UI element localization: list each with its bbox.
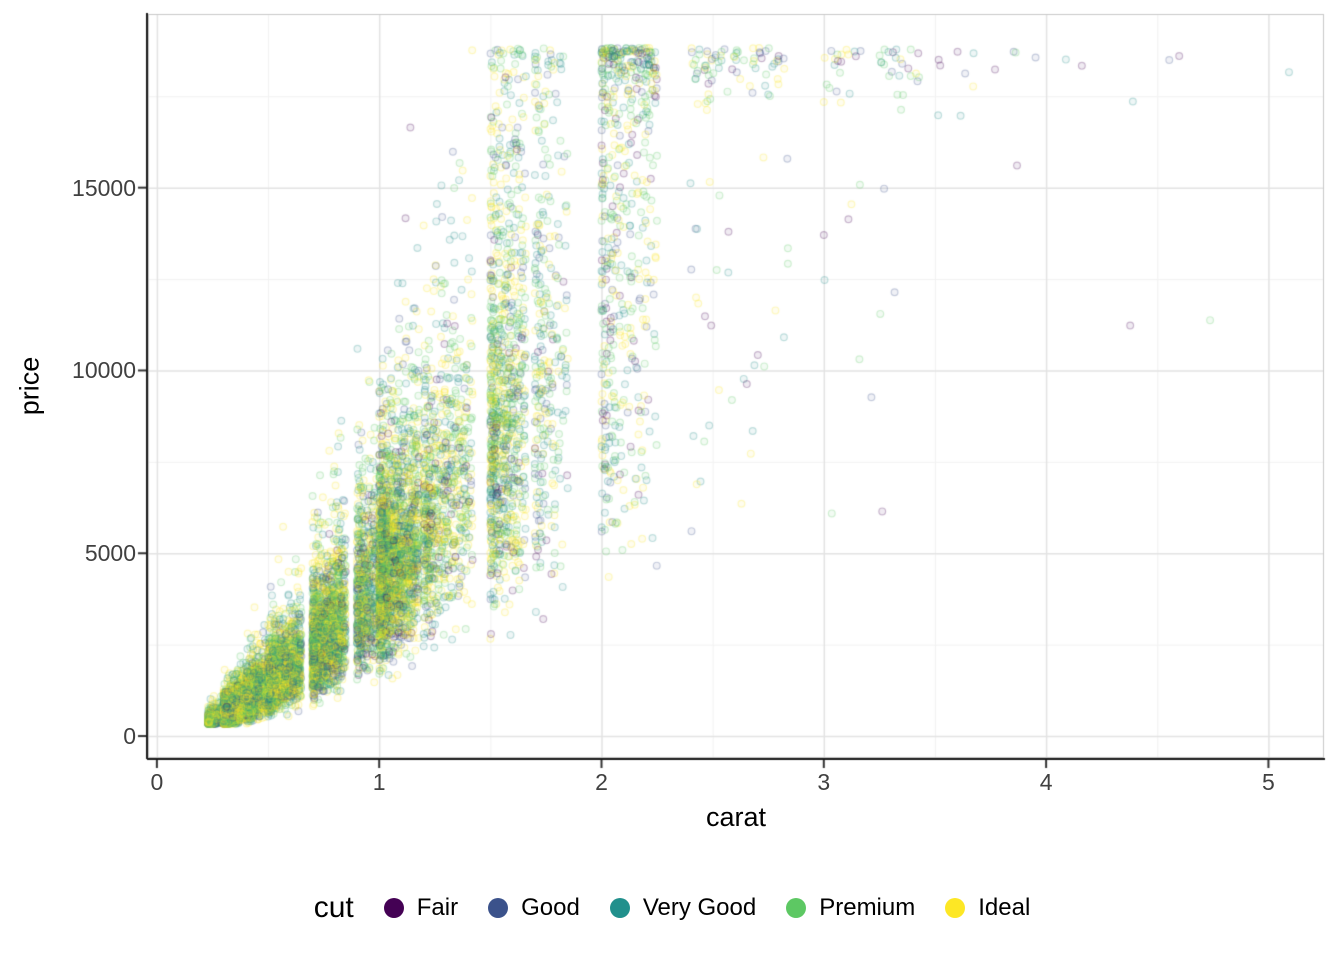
x-tick-label-3: 3 [817, 769, 831, 795]
legend-title: cut [313, 891, 354, 924]
legend-key-dot-premium [786, 898, 807, 918]
legend-item-very-good: Very Good [609, 894, 757, 922]
legend-key-dot-good [488, 898, 509, 918]
legend-item-good: Good [488, 894, 580, 922]
legend-key-dot-very-good [609, 898, 630, 918]
legend-key-dot-fair [383, 898, 404, 918]
legend-label-good: Good [521, 894, 580, 921]
x-tick-label-4: 4 [1039, 769, 1053, 795]
legend-label-fair: Fair [416, 894, 459, 921]
x-tick-label-2: 2 [595, 769, 608, 795]
x-axis-title: carat [705, 802, 767, 832]
x-tick-label-5: 5 [1262, 769, 1275, 795]
legend-item-premium: Premium [786, 894, 915, 922]
legend-label-ideal: Ideal [978, 894, 1031, 921]
legend-item-fair: Fair [383, 894, 459, 922]
legend-items: Fair Good Very Good Premium Ideal [383, 894, 1030, 922]
y-axis-title: price [14, 356, 45, 416]
legend-label-very-good: Very Good [642, 894, 757, 921]
legend-key-dot-ideal [945, 898, 966, 918]
y-tick-label-10000: 10000 [72, 357, 136, 384]
legend-item-ideal: Ideal [945, 894, 1030, 922]
x-tick-label-1: 1 [372, 769, 386, 795]
y-tick-label-0: 0 [123, 723, 136, 750]
legend-label-premium: Premium [819, 894, 916, 921]
y-tick-label-5000: 5000 [84, 540, 136, 567]
y-tick-label-15000: 15000 [72, 174, 136, 201]
x-tick-label-0: 0 [150, 769, 164, 795]
legend: cut Fair Good Very Good Premium Ideal [0, 884, 1344, 932]
